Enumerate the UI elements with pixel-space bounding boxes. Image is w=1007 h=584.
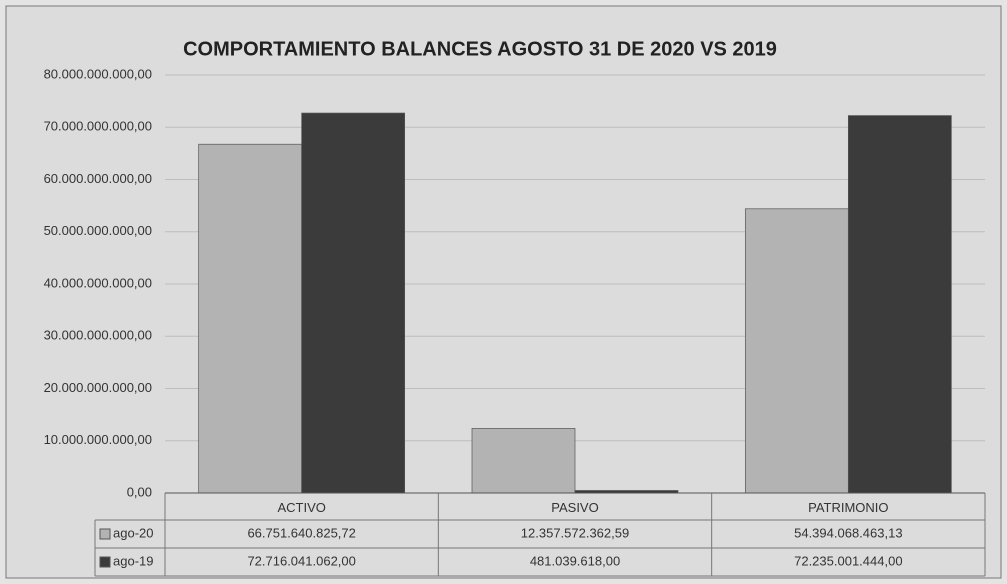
legend-label: ago-20 — [113, 525, 153, 540]
legend-swatch — [99, 556, 111, 568]
y-tick-label: 20.000.000.000,00 — [44, 380, 152, 395]
y-tick-label: 10.000.000.000,00 — [44, 432, 152, 447]
table-value: 481.039.618,00 — [530, 553, 620, 568]
y-tick-label: 30.000.000.000,00 — [44, 328, 152, 343]
bar — [198, 143, 303, 494]
table-value: 72.235.001.444,00 — [794, 553, 902, 568]
legend-label: ago-19 — [113, 553, 153, 568]
y-tick-label: 80.000.000.000,00 — [44, 66, 152, 81]
x-tick-label: PATRIMONIO — [808, 500, 888, 515]
table-value: 72.716.041.062,00 — [247, 553, 355, 568]
table-value: 12.357.572.362,59 — [521, 525, 629, 540]
bar — [847, 115, 952, 494]
chart-title: COMPORTAMIENTO BALANCES AGOSTO 31 DE 202… — [183, 38, 777, 60]
legend-swatch — [99, 528, 111, 540]
bar — [301, 112, 406, 494]
y-tick-label: 0,00 — [127, 484, 152, 499]
y-tick-label: 70.000.000.000,00 — [44, 119, 152, 134]
x-tick-label: ACTIVO — [277, 500, 325, 515]
table-value: 54.394.068.463,13 — [794, 525, 902, 540]
table-value: 66.751.640.825,72 — [247, 525, 355, 540]
x-tick-label: PASIVO — [551, 500, 598, 515]
bar — [471, 428, 576, 494]
y-tick-label: 40.000.000.000,00 — [44, 275, 152, 290]
y-tick-label: 50.000.000.000,00 — [44, 223, 152, 238]
bar — [744, 208, 849, 494]
y-tick-label: 60.000.000.000,00 — [44, 171, 152, 186]
